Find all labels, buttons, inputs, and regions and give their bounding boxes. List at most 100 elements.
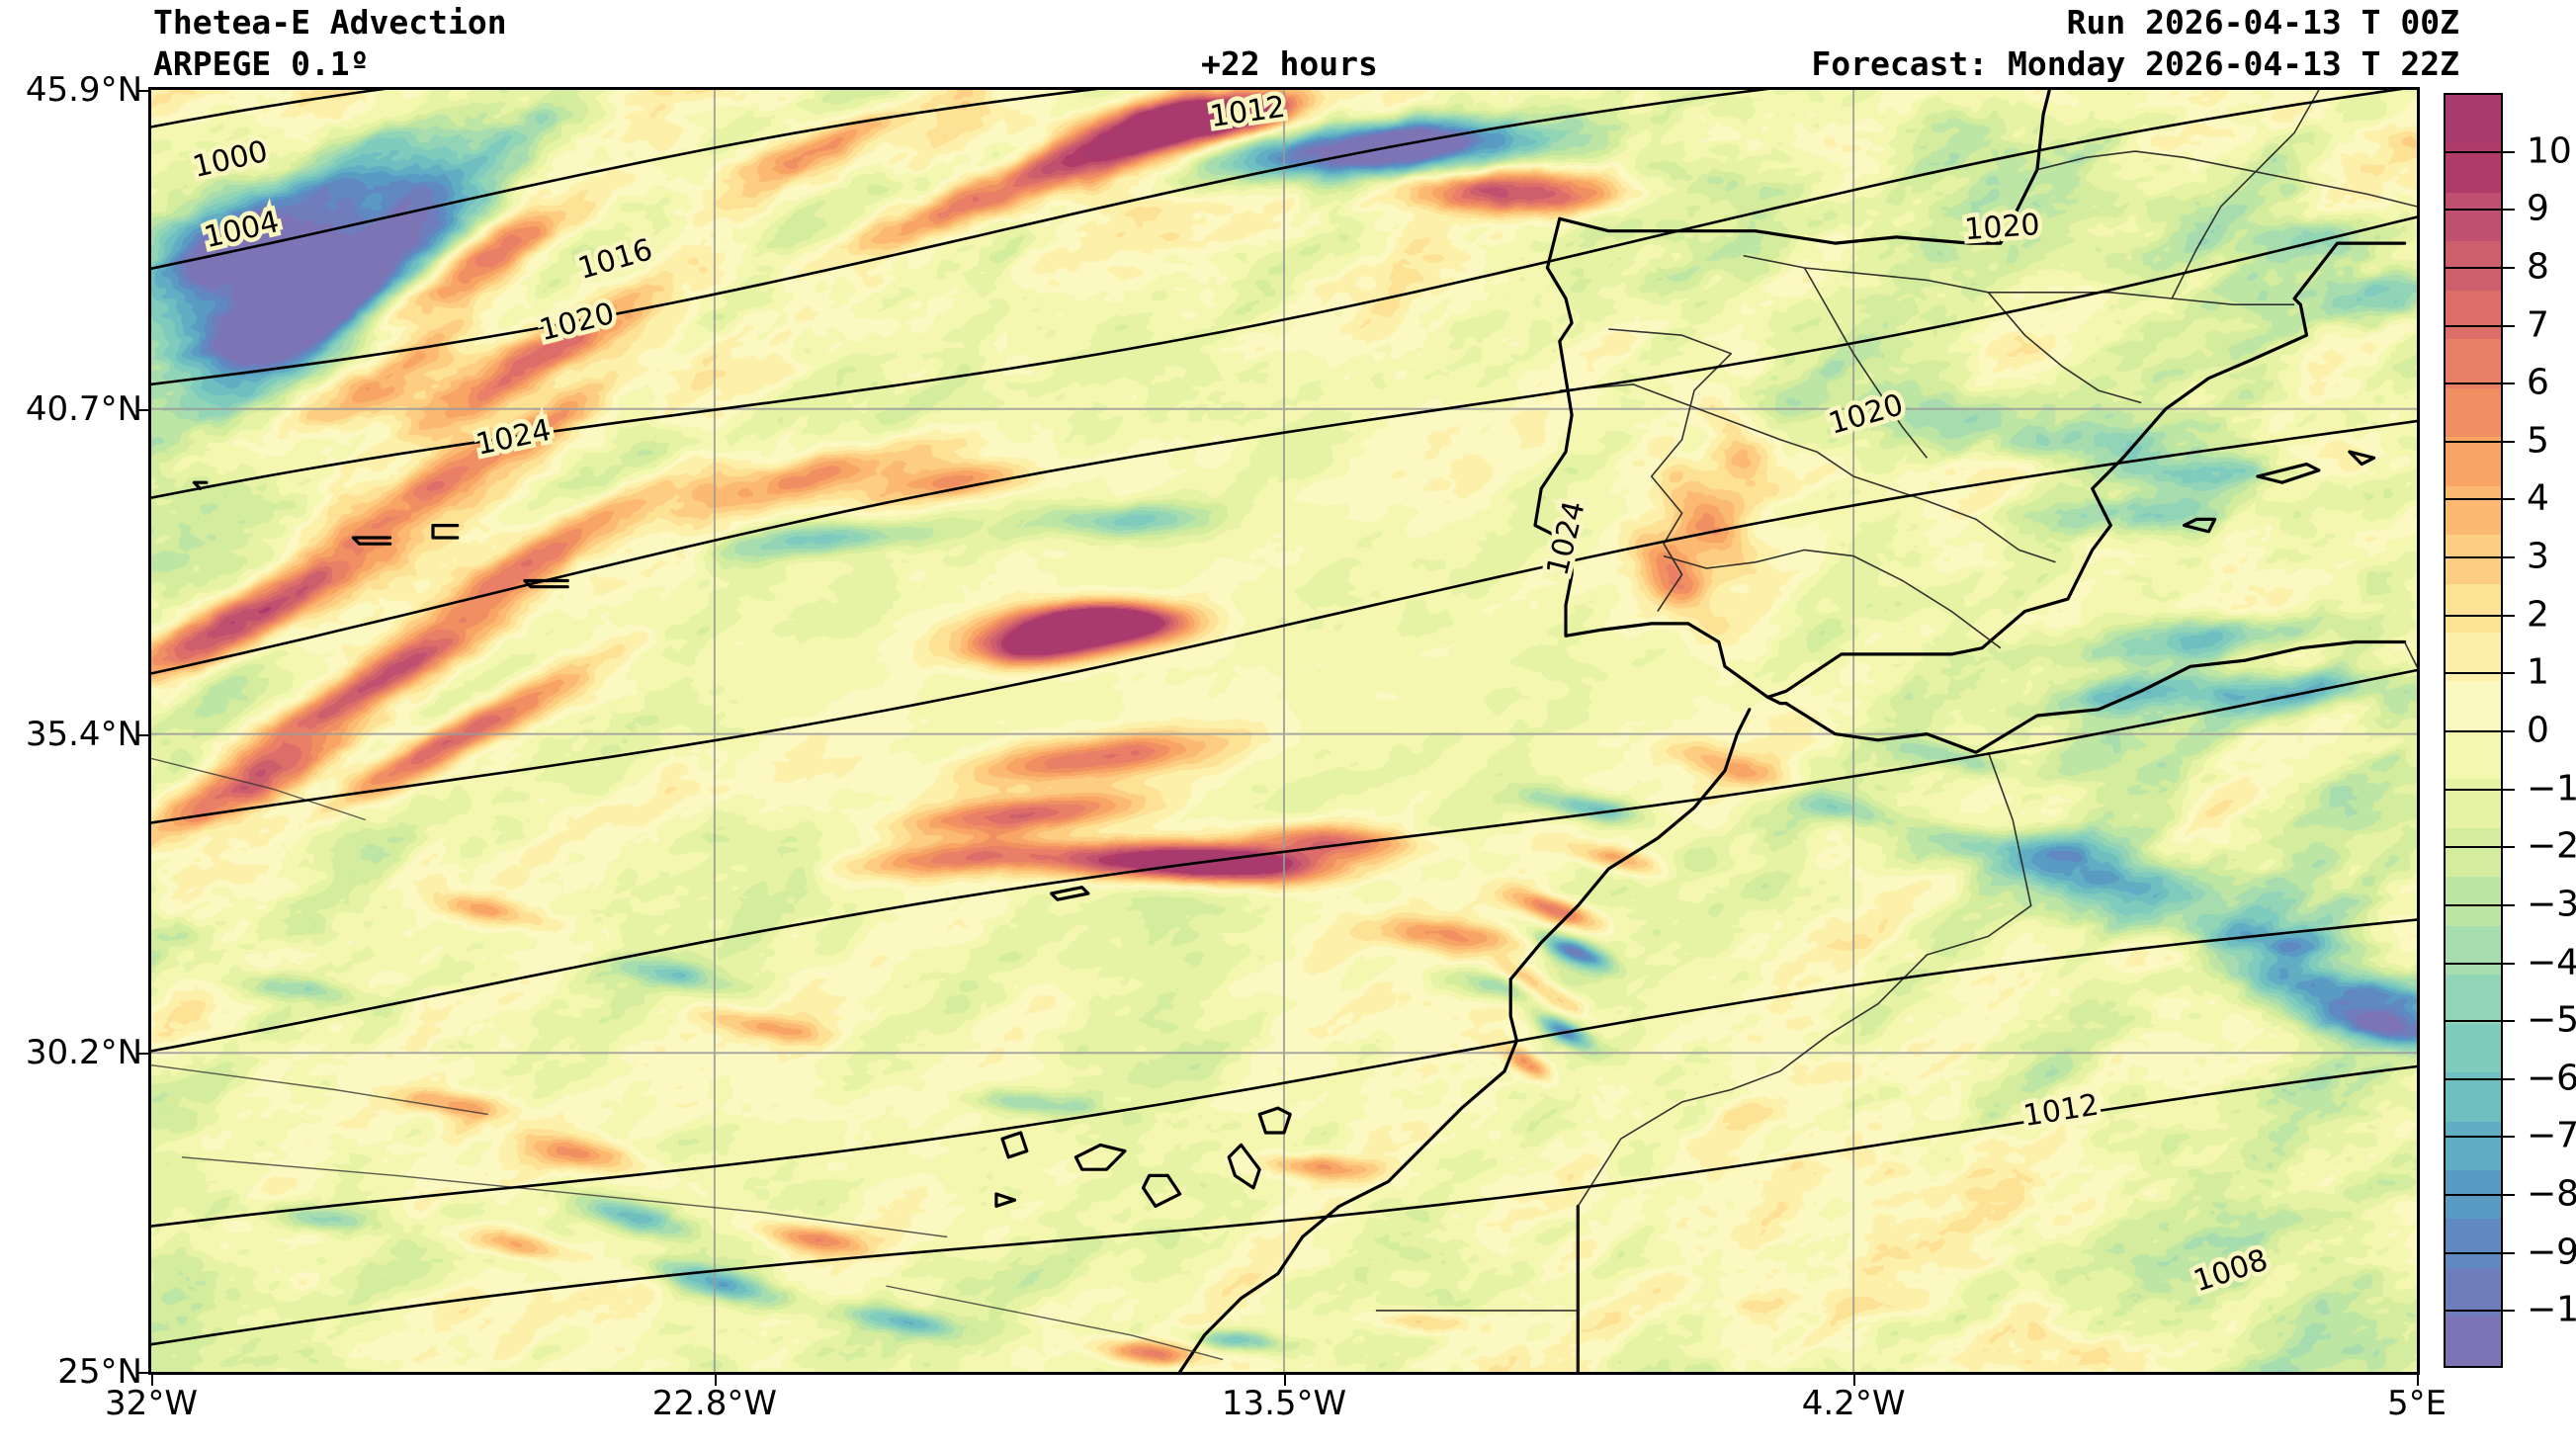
colorbar-band xyxy=(2446,1317,2501,1365)
colorbar-tick-mark xyxy=(2444,730,2515,732)
colorbar-tick-mark xyxy=(2444,1136,2515,1138)
colorbar-tick-label: 6 xyxy=(2527,363,2549,403)
colorbar-band xyxy=(2446,486,2501,535)
svg-text:1024: 1024 xyxy=(1540,497,1591,579)
colorbar-band xyxy=(2446,193,2501,241)
colorbar-tick-mark xyxy=(2444,209,2515,211)
colorbar-tick-label: 4 xyxy=(2527,478,2549,519)
colorbar-tick-label: −2 xyxy=(2527,826,2576,867)
colorbar-band xyxy=(2446,730,2501,779)
x-axis-tick-label: 5°E xyxy=(2387,1384,2447,1423)
colorbar-tick-mark xyxy=(2444,441,2515,443)
lead-time-label: +22 hours xyxy=(1201,43,1378,85)
colorbar-tick-mark xyxy=(2444,904,2515,906)
colorbar-tick-mark xyxy=(2444,846,2515,848)
colorbar-tick-mark xyxy=(2444,151,2515,153)
colorbar-tick-label: 8 xyxy=(2527,246,2549,287)
colorbar-tick-mark xyxy=(2444,1078,2515,1080)
y-axis-tick-mark xyxy=(138,1053,149,1055)
colorbar-band xyxy=(2446,877,2501,925)
page-title: Thetea-E Advection xyxy=(153,3,507,42)
svg-text:1012: 1012 xyxy=(1208,90,1287,134)
x-axis-tick-label: 22.8°W xyxy=(652,1384,777,1423)
x-axis-tick-mark xyxy=(715,1375,717,1386)
colorbar-band xyxy=(2446,681,2501,729)
colorbar-tick-label: −4 xyxy=(2527,942,2576,982)
colorbar-band xyxy=(2446,828,2501,877)
y-axis-tick-mark xyxy=(138,1372,149,1374)
x-axis-tick-label: 13.5°W xyxy=(1222,1384,1346,1423)
colorbar-band xyxy=(2446,1122,2501,1170)
colorbar-tick-mark xyxy=(2444,267,2515,269)
colorbar-tick-mark xyxy=(2444,498,2515,500)
colorbar-tick-mark xyxy=(2444,1194,2515,1196)
colorbar-tick-label: 0 xyxy=(2527,711,2549,751)
svg-text:1004: 1004 xyxy=(201,205,282,255)
colorbar-band xyxy=(2446,1024,2501,1072)
colorbar-tick-label: −7 xyxy=(2527,1116,2576,1156)
colorbar-tick-label: 7 xyxy=(2527,304,2549,345)
map-plot-area[interactable]: 1000 1000 1004 1004 1012 1012 1016 1016 1020 1020… xyxy=(148,87,2420,1375)
run-forecast-block: Run 2026-04-13 T 00Z Forecast: Monday 20… xyxy=(1811,2,2459,85)
y-axis-tick-mark xyxy=(138,734,149,736)
colorbar-band xyxy=(2446,339,2501,387)
y-axis-tick-label: 30.2°N xyxy=(26,1033,142,1072)
colorbar-band xyxy=(2446,584,2501,633)
y-axis-tick-label: 40.7°N xyxy=(26,389,142,429)
colorbar-band xyxy=(2446,388,2501,437)
colorbar-tick-mark xyxy=(2444,383,2515,384)
colorbar-tick-label: −5 xyxy=(2527,1000,2576,1041)
colorbar-tick-label: 10 xyxy=(2527,130,2572,171)
colorbar-tick-mark xyxy=(2444,963,2515,965)
run-label: Run 2026-04-13 T 00Z xyxy=(2067,3,2459,42)
colorbar-tick-mark xyxy=(2444,1020,2515,1022)
colorbar-band xyxy=(2446,535,2501,583)
x-axis-tick-label: 32°W xyxy=(105,1384,198,1423)
colorbar-tick-label: 2 xyxy=(2527,594,2549,635)
x-axis-tick-label: 4.2°W xyxy=(1802,1384,1906,1423)
colorbar-band xyxy=(2446,95,2501,143)
colorbar-band xyxy=(2446,926,2501,975)
colorbar-band xyxy=(2446,779,2501,827)
x-axis-tick-mark xyxy=(1284,1375,1286,1386)
x-axis-tick-mark xyxy=(151,1375,153,1386)
colorbar-tick-label: 1 xyxy=(2527,652,2549,693)
colorbar-tick-label: 9 xyxy=(2527,189,2549,229)
colorbar-tick-label: −8 xyxy=(2527,1174,2576,1215)
y-axis-tick-label: 35.4°N xyxy=(26,715,142,754)
header-bar: Thetea-E Advection ARPEGE 0.1º +22 hours… xyxy=(0,0,2576,87)
svg-text:1012: 1012 xyxy=(2021,1087,2102,1134)
colorbar-tick-mark xyxy=(2444,615,2515,617)
colorbar-tick-label: 5 xyxy=(2527,420,2549,461)
colorbar-tick-label: −3 xyxy=(2527,884,2576,924)
chart-title-block: Thetea-E Advection ARPEGE 0.1º xyxy=(153,2,507,85)
colorbar-tick-mark xyxy=(2444,672,2515,674)
colorbar-tick-label: −1 xyxy=(2527,768,2576,808)
y-axis-tick-mark xyxy=(138,409,149,411)
svg-text:1000: 1000 xyxy=(190,134,271,185)
colorbar-tick-label: −10 xyxy=(2527,1290,2576,1330)
y-axis-tick-mark xyxy=(138,90,149,92)
forecast-label: Forecast: Monday 2026-04-13 T 22Z xyxy=(1811,44,2459,83)
svg-text:1016: 1016 xyxy=(574,232,656,287)
colorbar-band xyxy=(2446,975,2501,1023)
svg-text:1020: 1020 xyxy=(1825,387,1907,442)
x-axis-tick-mark xyxy=(2417,1375,2419,1386)
map-overlay: 1000100010041004101210121016101610201020… xyxy=(151,90,2417,1372)
x-axis-tick-mark xyxy=(1853,1375,1855,1386)
svg-text:1024: 1024 xyxy=(473,413,555,463)
colorbar-band xyxy=(2446,291,2501,339)
model-subtitle: ARPEGE 0.1º xyxy=(153,44,370,83)
colorbar-tick-mark xyxy=(2444,556,2515,558)
colorbar-band xyxy=(2446,437,2501,485)
colorbar-tick-mark xyxy=(2444,1252,2515,1254)
colorbar-tick-mark xyxy=(2444,325,2515,327)
colorbar-tick-mark xyxy=(2444,1310,2515,1312)
svg-text:1020: 1020 xyxy=(1963,208,2041,247)
colorbar-band xyxy=(2446,1219,2501,1267)
svg-text:1020: 1020 xyxy=(536,297,618,348)
colorbar-tick-mark xyxy=(2444,789,2515,791)
y-axis-tick-label: 45.9°N xyxy=(26,70,142,110)
svg-text:1008: 1008 xyxy=(2190,1242,2272,1299)
colorbar-tick-label: −9 xyxy=(2527,1232,2576,1272)
